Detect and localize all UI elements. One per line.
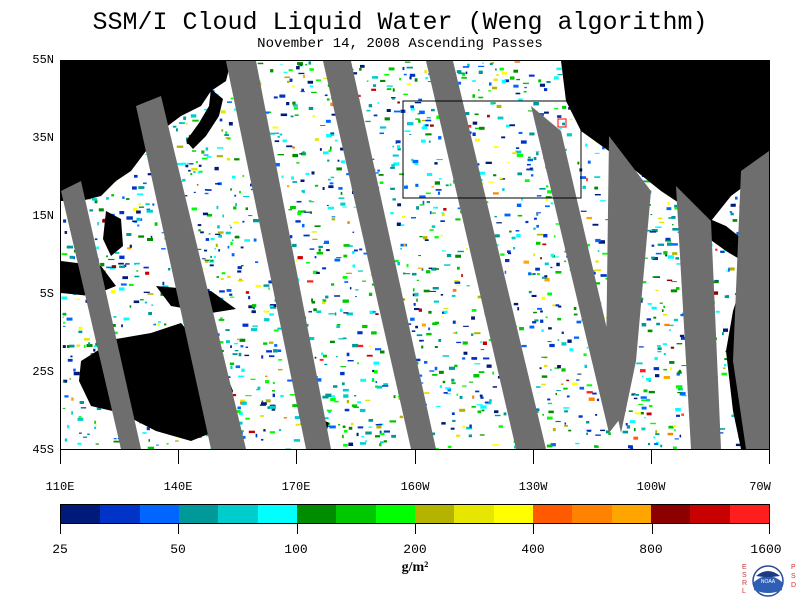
location-marker xyxy=(557,118,567,128)
no-data-swaths xyxy=(61,61,769,449)
legend-swatch xyxy=(532,505,573,523)
no-data-swath xyxy=(531,106,626,433)
legend-swatch xyxy=(493,505,533,523)
legend-tick xyxy=(414,524,416,534)
logo-center-text: NOAA xyxy=(761,579,776,585)
legend-swatch xyxy=(336,505,376,523)
legend-units: g/m² xyxy=(401,560,429,575)
lon-tick xyxy=(60,450,61,464)
map-panel xyxy=(60,60,770,450)
lon-tick xyxy=(178,450,179,464)
legend-swatch xyxy=(178,505,219,523)
color-legend xyxy=(60,504,770,524)
legend-tick xyxy=(533,524,535,534)
region-box xyxy=(402,100,582,199)
no-data-swath xyxy=(606,136,651,433)
lat-label-25s: 25S xyxy=(32,365,54,379)
lon-tick xyxy=(415,450,416,464)
lon-label-170e: 170E xyxy=(281,480,311,494)
legend-swatch xyxy=(257,505,297,523)
legend-tick xyxy=(178,524,180,534)
lon-tick xyxy=(296,450,297,464)
legend-swatch xyxy=(572,505,612,523)
legend-swatch xyxy=(296,505,337,523)
legend-tick xyxy=(769,524,770,534)
legend-tick xyxy=(296,524,298,534)
land-north-america xyxy=(561,61,769,221)
land-philippines xyxy=(103,211,123,256)
legend-swatch xyxy=(61,505,101,523)
legend-swatch xyxy=(729,505,769,523)
lon-label-130w: 130W xyxy=(518,480,548,494)
lon-label-140e: 140E xyxy=(163,480,193,494)
lon-label-160w: 160W xyxy=(400,480,430,494)
land-japan xyxy=(186,89,223,149)
legend-tick xyxy=(651,524,653,534)
no-data-swath xyxy=(61,181,141,449)
legend-label-100: 100 xyxy=(284,542,308,557)
legend-label-25: 25 xyxy=(52,542,68,557)
no-data-swath xyxy=(136,96,246,449)
legend-label-200: 200 xyxy=(403,542,427,557)
legend-tick xyxy=(60,524,61,534)
legend-swatch xyxy=(650,505,691,523)
legend-label-800: 800 xyxy=(639,542,663,557)
legend-swatch xyxy=(454,505,494,523)
no-data-swath xyxy=(733,151,769,449)
no-data-swath xyxy=(226,61,331,449)
no-data-swath xyxy=(426,61,546,449)
no-data-swath xyxy=(323,61,436,449)
legend-label-50: 50 xyxy=(170,542,186,557)
lon-label-110e: 110E xyxy=(45,480,75,494)
lon-tick xyxy=(533,450,534,464)
chart-subtitle: November 14, 2008 Ascending Passes xyxy=(257,36,543,52)
legend-swatch xyxy=(218,505,258,523)
legend-swatch xyxy=(375,505,415,523)
legend-swatch xyxy=(414,505,455,523)
lon-label-70w: 70W xyxy=(749,480,771,494)
lon-tick xyxy=(769,450,770,464)
legend-swatch xyxy=(690,505,730,523)
legend-label-1600: 1600 xyxy=(750,542,782,557)
lat-label-45s: 45S xyxy=(32,443,54,457)
lat-label-55n: 55N xyxy=(32,53,54,67)
legend-swatch xyxy=(139,505,179,523)
map-canvas xyxy=(61,61,769,449)
legend-swatch xyxy=(100,505,140,523)
lon-label-100w: 100W xyxy=(636,480,666,494)
lon-tick xyxy=(651,450,652,464)
chart-title: SSM/I Cloud Liquid Water (Weng algorithm… xyxy=(92,8,708,37)
lat-label-5s: 5S xyxy=(39,287,54,301)
lat-label-35n: 35N xyxy=(32,131,54,145)
legend-swatch xyxy=(611,505,651,523)
legend-label-400: 400 xyxy=(521,542,545,557)
no-data-swath xyxy=(676,186,721,449)
lat-label-15n: 15N xyxy=(32,209,54,223)
